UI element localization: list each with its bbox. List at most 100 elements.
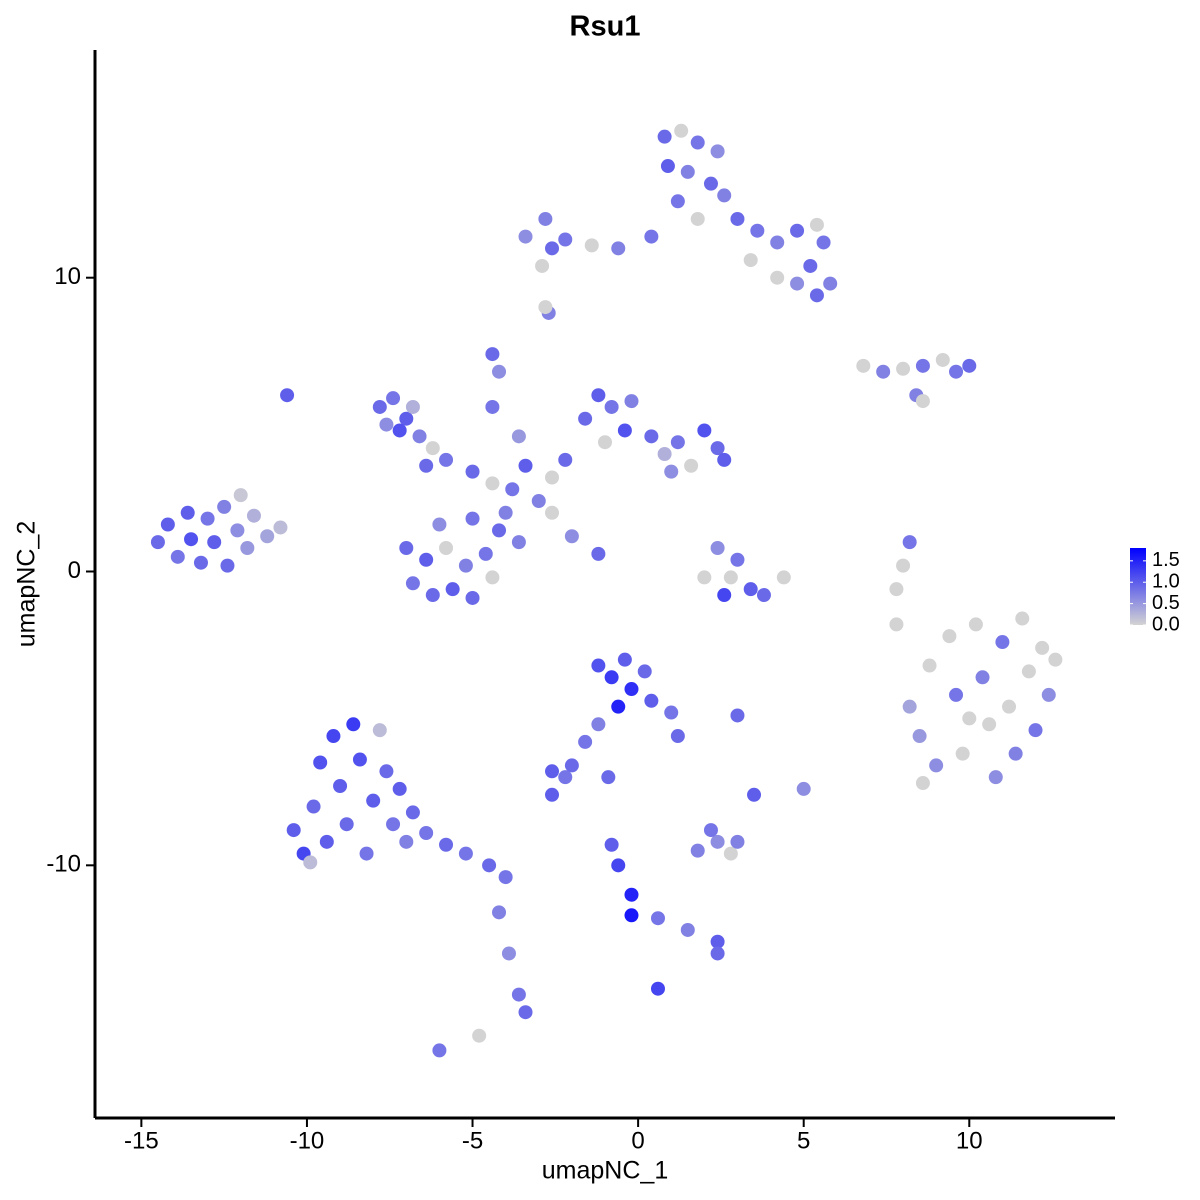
cell-point [405,576,420,591]
cell-point [982,717,997,732]
cell-point [617,652,632,667]
cell-point [545,787,560,802]
cell-point [359,846,374,861]
cell-point [482,858,497,873]
cell-point [591,546,606,561]
cell-point [624,908,639,923]
cell-point [538,300,553,315]
y-axis-label: umapNC_2 [13,521,41,647]
cell-point [465,511,480,526]
cell-point [193,555,208,570]
cell-point [1035,640,1050,655]
cell-point [955,746,970,761]
cell-point [723,570,738,585]
cell-point [511,429,526,444]
cell-point [505,482,520,497]
cell-point [730,552,745,567]
cell-point [922,658,937,673]
cell-point [1008,746,1023,761]
cell-point [743,253,758,268]
cell-point [1021,664,1036,679]
cell-point [485,476,500,491]
cell-point [674,123,689,138]
cell-point [558,232,573,247]
cell-point [730,708,745,723]
cell-point [545,241,560,256]
cell-point [233,488,248,503]
cell-point [770,235,785,250]
cell-point [339,817,354,832]
cell-point [697,423,712,438]
x-tick-label: -10 [290,1127,325,1154]
cell-point [564,529,579,544]
cell-point [657,446,672,461]
x-tick-label: -15 [124,1127,159,1154]
cell-point [902,699,917,714]
cell-point [690,135,705,150]
cell-point [150,535,165,550]
cell-point [439,452,454,467]
cell-point [902,535,917,550]
cell-point [545,470,560,485]
cell-point [604,399,619,414]
cell-point [710,934,725,949]
cell-point [160,517,175,532]
cell-point [710,834,725,849]
cell-point [710,441,725,456]
cell-point [591,388,606,403]
cell-point [498,505,513,520]
x-tick-label: 0 [631,1127,644,1154]
cell-point [790,223,805,238]
cell-point [915,358,930,373]
cell-point [558,770,573,785]
cell-point [379,764,394,779]
cell-point [220,558,235,573]
cell-point [399,541,414,556]
cell-point [501,946,516,961]
cell-point [280,388,295,403]
cell-point [379,417,394,432]
cell-point [538,211,553,226]
cell-point [578,411,593,426]
cell-point [578,734,593,749]
cell-point [319,834,334,849]
cell-point [912,729,927,744]
cell-point [465,464,480,479]
cell-point [558,452,573,467]
cell-point [478,546,493,561]
cell-point [1015,611,1030,626]
cell-point [492,364,507,379]
cell-point [326,729,341,744]
cell-point [611,241,626,256]
cell-point [584,238,599,253]
cell-point [180,505,195,520]
cell-point [531,493,546,508]
cell-point [710,144,725,159]
cell-point [485,347,500,362]
cell-point [392,423,407,438]
cell-point [750,223,765,238]
cell-point [1028,723,1043,738]
cell-point [664,705,679,720]
cell-point [604,837,619,852]
cell-point [545,764,560,779]
cell-point [412,429,427,444]
cell-point [975,670,990,685]
cell-point [670,729,685,744]
cell-point [313,755,328,770]
cell-point [889,617,904,632]
cell-point [770,270,785,285]
cell-point [352,752,367,767]
cell-point [240,541,255,556]
cell-point [366,793,381,808]
cell-point [743,582,758,597]
cell-point [492,905,507,920]
colorbar [1130,548,1146,625]
cell-point [432,517,447,532]
x-axis-label: umapNC_1 [542,1157,668,1185]
cell-point [624,394,639,409]
cell-point [333,778,348,793]
cell-point [915,776,930,791]
cell-point [545,505,560,520]
